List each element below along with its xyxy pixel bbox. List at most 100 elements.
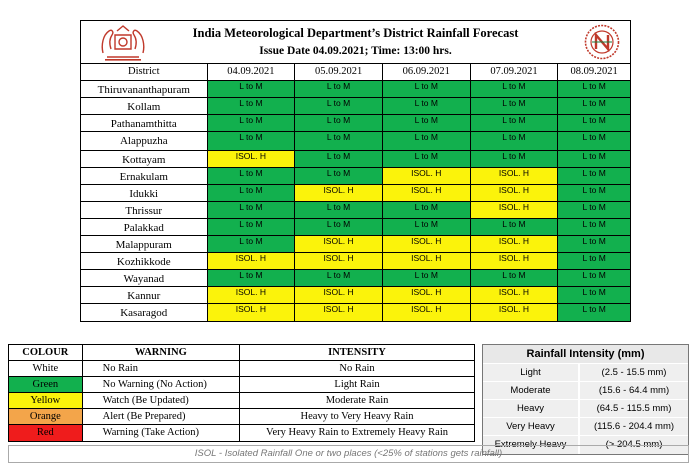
district-name: Alappuzha <box>81 132 208 150</box>
forecast-cell: L to M <box>382 81 471 97</box>
legend-colour-swatch: Yellow <box>9 393 83 408</box>
district-name: Kasaragod <box>81 304 208 321</box>
forecast-cell: L to M <box>470 270 559 286</box>
legend-warning: No Warning (No Action) <box>83 377 241 392</box>
district-name: Malappuram <box>81 236 208 252</box>
forecast-cell: ISOL. H <box>207 151 296 167</box>
forecast-header: India Meteorological Department’s Distri… <box>81 21 630 64</box>
rainfall-category: Very Heavy <box>483 418 580 435</box>
forecast-cell: ISOL. H <box>295 253 383 269</box>
forecast-cell: L to M <box>558 219 631 235</box>
forecast-cell: L to M <box>207 168 296 184</box>
legend-row: Red Warning (Take Action) Very Heavy Rain … <box>9 425 474 441</box>
forecast-cell: L to M <box>295 219 383 235</box>
isol-footnote: ISOL - Isolated Rainfall One or two plac… <box>8 445 689 463</box>
forecast-cell: ISOL. H <box>470 202 559 218</box>
legend-code-header: COLOUR CODE <box>9 345 83 373</box>
forecast-cell: L to M <box>207 236 296 252</box>
forecast-cell: L to M <box>382 98 471 114</box>
forecast-cell: L to M <box>295 168 383 184</box>
forecast-cell: L to M <box>295 151 383 167</box>
forecast-cell: L to M <box>295 98 383 114</box>
district-name: Kollam <box>81 98 208 114</box>
forecast-cell: ISOL. H <box>470 168 559 184</box>
forecast-cell: ISOL. H <box>470 253 559 269</box>
date-column-header: 04.09.2021 <box>207 64 296 80</box>
forecast-cell: L to M <box>295 115 383 131</box>
forecast-cell: L to M <box>558 151 631 167</box>
forecast-cell: ISOL. H <box>207 304 296 321</box>
district-column-header: District <box>81 64 208 80</box>
forecast-cell: L to M <box>470 81 559 97</box>
rainfall-row: Very Heavy (115.6 - 204.4 mm) <box>483 418 688 436</box>
forecast-cell: ISOL. H <box>470 304 559 321</box>
forecast-cell: L to M <box>382 219 471 235</box>
rainfall-category: Heavy <box>483 400 580 417</box>
forecast-column-headers: District 04.09.2021 05.09.2021 06.09.202… <box>81 64 631 81</box>
forecast-cell: ISOL. H <box>382 287 471 303</box>
rainfall-intensity-table: Rainfall Intensity (mm) Light (2.5 - 15.5… <box>482 344 689 455</box>
forecast-cell: L to M <box>558 270 631 286</box>
legend-colour-swatch: White <box>9 361 83 376</box>
forecast-cell: L to M <box>207 132 296 150</box>
rainfall-range: (115.6 - 204.4 mm) <box>580 418 688 435</box>
forecast-cell: L to M <box>295 132 383 150</box>
forecast-cell: L to M <box>207 185 296 201</box>
rainfall-rows: Light (2.5 - 15.5 mm) Moderate (15.6 - 64.4… <box>483 364 688 454</box>
legend-row: Orange Alert (Be Prepared) Heavy to Very H… <box>9 409 474 425</box>
forecast-cell: ISOL. H <box>295 304 383 321</box>
date-column-header: 08.09.2021 <box>558 64 631 80</box>
forecast-cell: L to M <box>295 270 383 286</box>
forecast-cell: ISOL. H <box>382 253 471 269</box>
district-name: Pathanamthitta <box>81 115 208 131</box>
forecast-cell: L to M <box>207 98 296 114</box>
forecast-cell: L to M <box>470 132 559 150</box>
forecast-cell: L to M <box>558 287 631 303</box>
forecast-cell: ISOL. H <box>382 236 471 252</box>
rainfall-category: Moderate <box>483 382 580 399</box>
forecast-cell: L to M <box>207 81 296 97</box>
forecast-cell: L to M <box>558 253 631 269</box>
forecast-cell: L to M <box>207 270 296 286</box>
district-name: Idukki <box>81 185 208 201</box>
district-name: Wayanad <box>81 270 208 286</box>
forecast-cell: ISOL. H <box>470 287 559 303</box>
date-column-header: 06.09.2021 <box>382 64 471 80</box>
forecast-cell: ISOL. H <box>470 185 559 201</box>
forecast-cell: L to M <box>207 202 296 218</box>
district-name: Thiruvananthapuram <box>81 81 208 97</box>
district-name: Ernakulam <box>81 168 208 184</box>
forecast-cell: ISOL. H <box>382 168 471 184</box>
forecast-cell: L to M <box>558 202 631 218</box>
legend-row: Yellow Watch (Be Updated) Moderate Rain <box>9 393 474 409</box>
district-name: Palakkad <box>81 219 208 235</box>
legend-intensity-header: INTENSITY <box>328 347 386 358</box>
legend-intensity: Moderate Rain <box>325 395 389 406</box>
forecast-cell: L to M <box>207 115 296 131</box>
forecast-cell: L to M <box>382 115 471 131</box>
forecast-cell: L to M <box>295 81 383 97</box>
legend-colour-swatch: Green <box>9 377 83 392</box>
legend-warning: Warning (Take Action) <box>83 425 241 441</box>
rainfall-row: Light (2.5 - 15.5 mm) <box>483 364 688 382</box>
date-column-header: 07.09.2021 <box>470 64 559 80</box>
legend-row: Green No Warning (No Action) Light Rain <box>9 377 474 393</box>
forecast-title: India Meteorological Department’s Distri… <box>192 26 519 40</box>
forecast-cell: L to M <box>558 185 631 201</box>
legend-intensity: Very Heavy Rain to Extremely Heavy Rain <box>266 427 448 438</box>
forecast-cell: L to M <box>558 115 631 131</box>
forecast-cell: ISOL. H <box>207 253 296 269</box>
forecast-cell: ISOL. H <box>470 236 559 252</box>
date-column-header: 05.09.2021 <box>295 64 383 80</box>
legend-warning: Alert (Be Prepared) <box>83 409 241 424</box>
rainfall-range: (2.5 - 15.5 mm) <box>580 364 688 381</box>
